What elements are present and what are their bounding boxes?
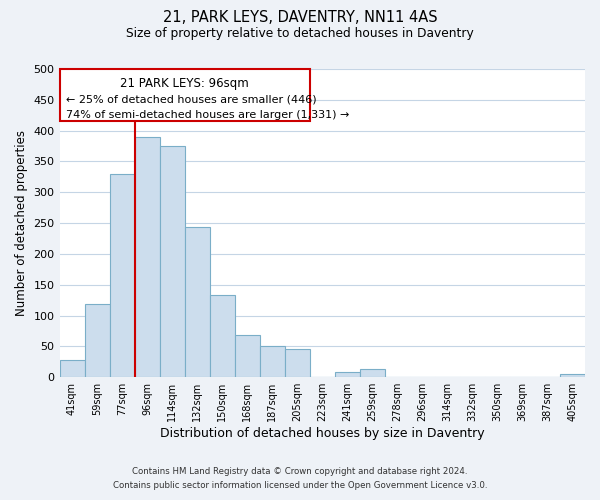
Bar (209, 295, 235, 377)
Bar (335, 372, 360, 377)
Bar (235, 336, 260, 377)
Bar (59, 360, 85, 377)
Text: Contains HM Land Registry data © Crown copyright and database right 2024.: Contains HM Land Registry data © Crown c… (132, 467, 468, 476)
Bar (285, 349, 310, 377)
Bar (160, 146, 185, 377)
Text: ← 25% of detached houses are smaller (446): ← 25% of detached houses are smaller (44… (65, 94, 316, 104)
Y-axis label: Number of detached properties: Number of detached properties (15, 130, 28, 316)
Bar (110, 174, 134, 377)
Text: 74% of semi-detached houses are larger (1,331) →: 74% of semi-detached houses are larger (… (65, 110, 349, 120)
Bar (560, 374, 585, 377)
Text: 21, PARK LEYS, DAVENTRY, NN11 4AS: 21, PARK LEYS, DAVENTRY, NN11 4AS (163, 10, 437, 25)
Text: Contains public sector information licensed under the Open Government Licence v3: Contains public sector information licen… (113, 481, 487, 490)
Text: Size of property relative to detached houses in Daventry: Size of property relative to detached ho… (126, 28, 474, 40)
X-axis label: Distribution of detached houses by size in Daventry: Distribution of detached houses by size … (160, 427, 485, 440)
Bar (185, 228, 209, 377)
Bar (134, 137, 160, 377)
Bar (360, 369, 385, 377)
Bar (85, 304, 110, 377)
Bar (260, 346, 285, 377)
Text: 21 PARK LEYS: 96sqm: 21 PARK LEYS: 96sqm (120, 76, 249, 90)
